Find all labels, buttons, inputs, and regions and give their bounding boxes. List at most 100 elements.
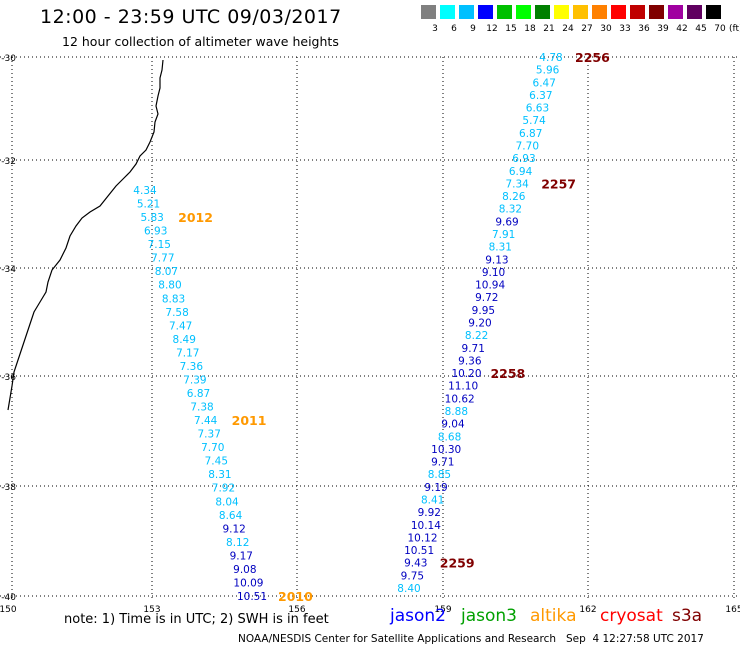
wave-height-value: 4.78 — [539, 52, 562, 64]
wave-height-value: 9.95 — [472, 305, 495, 317]
wave-height-value: 8.85 — [428, 469, 451, 481]
lon-tick-label: 159 — [434, 605, 451, 615]
wave-height-value: 8.31 — [489, 242, 512, 254]
wave-height-value: 5.74 — [522, 115, 546, 127]
map-title: 12:00 - 23:59 UTC 09/03/2017 — [40, 6, 342, 28]
wave-height-value: 8.80 — [158, 280, 181, 292]
lon-tick-label: 150 — [0, 605, 17, 615]
wave-height-value: 6.87 — [187, 388, 210, 400]
legend-swatch — [516, 5, 531, 19]
footer-note: note: 1) Time is in UTC; 2) SWH is in fe… — [64, 612, 329, 627]
legend-swatch — [554, 5, 569, 19]
legend-label: 12 — [486, 24, 498, 34]
wave-height-value: 8.88 — [445, 406, 468, 418]
axis-labels: -30 -32 -34 -36 -38 -40 150 153 156 159 162 165 — [0, 54, 740, 615]
time-label: 2010 — [278, 589, 313, 604]
satellite-name: s3a — [672, 606, 703, 626]
time-label: 2258 — [490, 366, 525, 381]
wave-height-value: 7.44 — [194, 415, 218, 427]
east-satellite-track: 4.785.966.476.376.635.746.877.706.936.94… — [397, 50, 610, 595]
wave-height-value: 5.96 — [536, 65, 560, 77]
coastline — [7, 59, 164, 411]
wave-height-value: 9.20 — [468, 318, 491, 330]
legend-swatch — [440, 5, 455, 19]
wave-height-value: 7.92 — [212, 483, 235, 495]
legend-label: 30 — [600, 24, 612, 34]
legend-label: 18 — [524, 24, 536, 34]
lon-tick-label: 156 — [288, 605, 305, 615]
wave-height-value: 9.17 — [230, 550, 253, 562]
wave-height-value: 9.72 — [475, 292, 498, 304]
time-label: 2011 — [232, 413, 267, 428]
wave-height-value: 8.31 — [208, 469, 231, 481]
legend-label: 36 — [638, 24, 650, 34]
legend-label: 9 — [470, 24, 476, 34]
wave-height-value: 8.40 — [397, 583, 420, 595]
time-label: 2256 — [575, 50, 610, 65]
legend-swatch — [687, 5, 702, 19]
lat-lon-grid — [0, 56, 740, 600]
lon-tick-label: 153 — [143, 605, 160, 615]
wave-height-value: 8.26 — [502, 191, 526, 203]
wave-height-value: 7.15 — [148, 239, 171, 251]
wave-height-value: 10.30 — [431, 444, 461, 456]
legend-label: 6 — [451, 24, 457, 34]
time-label: 2259 — [440, 556, 475, 571]
wave-height-value: 6.94 — [509, 166, 533, 178]
wave-height-value: 7.39 — [183, 374, 206, 386]
wave-height-value: 9.75 — [401, 570, 424, 582]
legend-swatch — [573, 5, 588, 19]
legend-unit: (ft) — [729, 24, 740, 34]
wave-height-value: 8.64 — [219, 510, 243, 522]
legend-label: 45 — [695, 24, 707, 34]
wave-height-value: 10.51 — [237, 591, 267, 603]
map-subtitle: 12 hour collection of altimeter wave hei… — [62, 34, 339, 49]
lon-tick-label: 165 — [725, 605, 740, 615]
legend-swatch — [649, 5, 664, 19]
wave-height-value: 4.34 — [133, 185, 157, 197]
wave-height-value: 8.22 — [465, 330, 488, 342]
legend-label: 21 — [543, 24, 555, 34]
wave-height-value: 8.07 — [155, 266, 178, 278]
wave-height-value: 8.04 — [215, 496, 239, 508]
wave-height-value: 5.21 — [137, 199, 160, 211]
lon-tick-label: 162 — [579, 605, 596, 615]
legend-label: 42 — [676, 24, 688, 34]
legend-label: 3 — [432, 24, 438, 34]
wave-height-value: 10.14 — [411, 520, 441, 532]
wave-height-value: 9.19 — [424, 482, 447, 494]
wave-height-value: 5.83 — [140, 212, 163, 224]
wave-height-value: 9.12 — [222, 523, 245, 535]
wave-height-value: 10.94 — [475, 280, 505, 292]
legend-swatch — [459, 5, 474, 19]
satellite-name: cryosat — [600, 606, 663, 626]
wave-height-value: 9.04 — [441, 419, 465, 431]
wave-height-value: 9.71 — [431, 457, 454, 469]
legend-swatch — [478, 5, 493, 19]
legend-swatch — [421, 5, 436, 19]
lat-tick-label: -30 — [1, 54, 16, 64]
legend-label: 39 — [657, 24, 669, 34]
wave-height-value: 7.17 — [176, 347, 199, 359]
legend-label: 24 — [562, 24, 574, 34]
wave-height-value: 9.10 — [482, 267, 505, 279]
legend-label: 70 — [714, 24, 726, 34]
wave-height-value: 8.49 — [173, 334, 196, 346]
wave-height-value: 7.70 — [516, 141, 539, 153]
wave-height-value: 7.58 — [165, 307, 188, 319]
wave-height-value: 8.12 — [226, 537, 249, 549]
wave-height-value: 6.93 — [512, 153, 535, 165]
wave-height-value: 6.47 — [533, 77, 556, 89]
wave-height-value: 11.10 — [448, 381, 478, 393]
wave-height-value: 8.32 — [499, 204, 522, 216]
legend-swatch — [535, 5, 550, 19]
lat-tick-label: -34 — [1, 265, 16, 275]
legend-swatch — [611, 5, 626, 19]
wave-height-value: 7.91 — [492, 229, 515, 241]
wave-height-value: 10.20 — [451, 368, 481, 380]
lat-tick-label: -38 — [1, 483, 16, 493]
lat-tick-label: -32 — [1, 157, 16, 167]
wave-height-value: 9.36 — [458, 355, 482, 367]
legend-label: 15 — [505, 24, 517, 34]
